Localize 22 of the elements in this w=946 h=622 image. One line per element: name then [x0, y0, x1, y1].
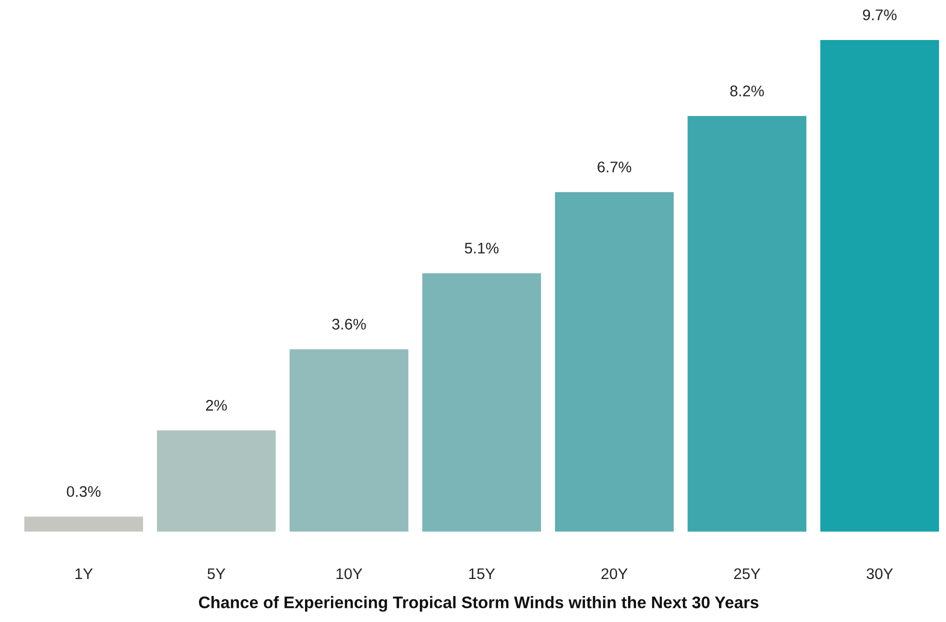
data-label: 9.7% — [862, 9, 897, 20]
bar — [24, 516, 144, 532]
data-label: 6.7% — [598, 162, 632, 172]
x-tick-label: 1Y — [75, 568, 93, 579]
data-label: 8.2% — [730, 86, 764, 96]
data-label: 0.3% — [66, 486, 101, 497]
bar — [688, 116, 806, 532]
x-tick-label: 10Y — [336, 568, 362, 580]
bar — [290, 349, 408, 532]
data-label: 2% — [206, 400, 227, 411]
bar — [156, 430, 276, 532]
data-label: 3.6% — [332, 318, 366, 330]
data-label: 5.1% — [464, 242, 499, 254]
x-axis-title: Chance of Experiencing Tropical Storm Winds within the Next 30 Years — [198, 596, 758, 612]
bar — [820, 40, 940, 532]
x-tick-label: 20Y — [602, 568, 628, 580]
x-tick-label: 30Y — [866, 568, 893, 580]
bar — [554, 192, 674, 532]
x-tick-label: 25Y — [734, 568, 760, 580]
bar — [422, 273, 542, 532]
x-tick-label: 15Y — [469, 568, 495, 580]
x-tick-label: 5Y — [208, 568, 226, 580]
